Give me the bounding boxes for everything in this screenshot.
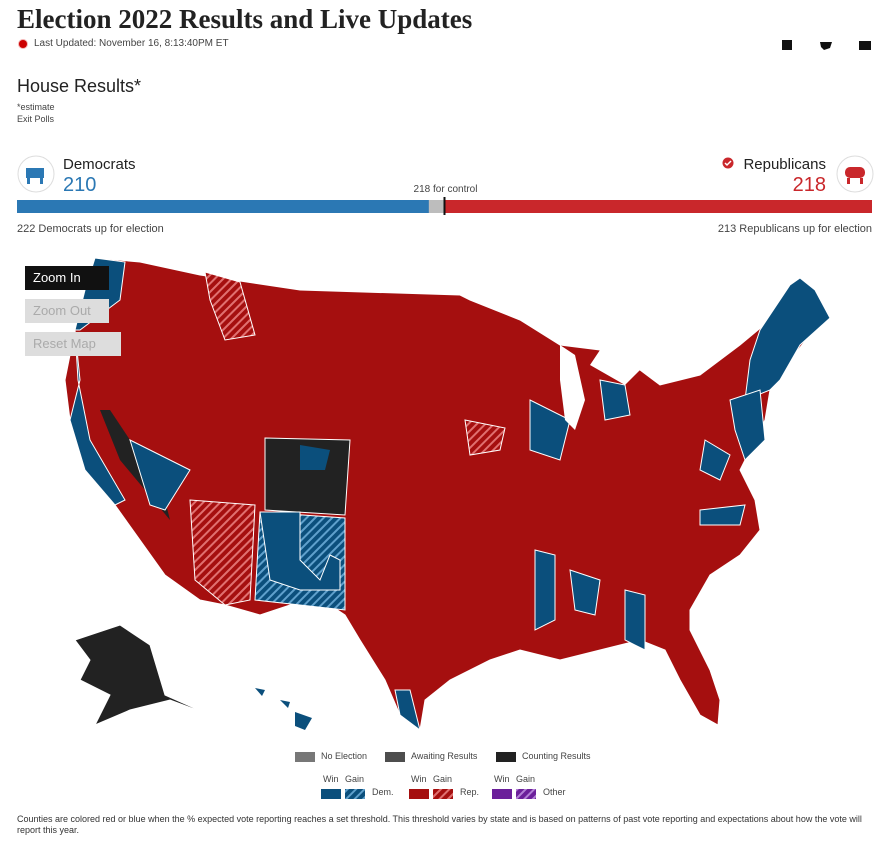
zoom-out-button[interactable]: Zoom Out — [25, 299, 109, 323]
rep-name: Republicans — [743, 156, 826, 173]
share-icons — [782, 40, 871, 50]
legend-gain-swatch — [516, 789, 536, 799]
facebook-icon[interactable] — [782, 40, 792, 50]
legend-win-swatch — [409, 789, 429, 799]
legend-party: Other — [543, 787, 566, 797]
legend-gain: Gain — [433, 774, 452, 784]
legend-party: Rep. — [460, 787, 479, 797]
legend-label: No Election — [321, 751, 367, 761]
map-legend: No Election Awaiting Results Counting Resu… — [295, 751, 591, 799]
legend-gain: Gain — [345, 774, 364, 784]
us-map[interactable] — [64, 257, 831, 731]
rep-up: 213 Republicans up for election — [717, 223, 872, 235]
dem-up: 222 Democrats up for election — [17, 223, 164, 235]
live-dot — [19, 40, 27, 48]
footnote: Counties are colored red or blue when th… — [17, 814, 862, 835]
control-label: 218 for control — [413, 184, 478, 195]
legend-win: Win — [494, 774, 510, 784]
reset-map-button[interactable]: Reset Map — [25, 332, 121, 356]
legend-win: Win — [411, 774, 427, 784]
legend-gain-swatch — [433, 789, 453, 799]
legend-win-swatch — [492, 789, 512, 799]
hawaii[interactable] — [255, 688, 312, 730]
legend-win: Win — [323, 774, 339, 784]
legend-win-swatch — [321, 789, 341, 799]
twitter-icon[interactable] — [820, 42, 832, 50]
legend-gain: Gain — [516, 774, 535, 784]
seat-bar — [17, 197, 872, 215]
email-icon[interactable] — [859, 41, 871, 50]
house-map[interactable] — [0, 240, 891, 745]
dem-bar — [17, 200, 429, 213]
legend-label: Counting Results — [522, 751, 591, 761]
dem-seats: 210 — [63, 174, 97, 196]
legend-party: Dem. — [372, 787, 394, 797]
legend-gain-swatch — [345, 789, 365, 799]
legend-swatch — [295, 752, 315, 762]
section-title: House Results* — [17, 76, 142, 96]
rep-bar — [444, 200, 872, 213]
zoom-in-button[interactable]: Zoom In — [25, 266, 109, 290]
rep-seats: 218 — [792, 174, 826, 196]
dem-name: Democrats — [63, 156, 136, 173]
last-updated: Last Updated: November 16, 8:13:40PM ET — [34, 38, 229, 49]
legend-swatch — [496, 752, 516, 762]
legend-label: Awaiting Results — [411, 751, 478, 761]
alaska[interactable] — [74, 624, 211, 726]
dem-icon — [17, 155, 55, 193]
legend-swatch — [385, 752, 405, 762]
winner-check — [722, 157, 734, 169]
rep-icon — [836, 155, 874, 193]
page-title: Election 2022 Results and Live Updates — [17, 4, 473, 34]
exit-polls-link[interactable]: Exit Polls — [17, 114, 55, 124]
estimate-note: *estimate — [17, 102, 55, 112]
